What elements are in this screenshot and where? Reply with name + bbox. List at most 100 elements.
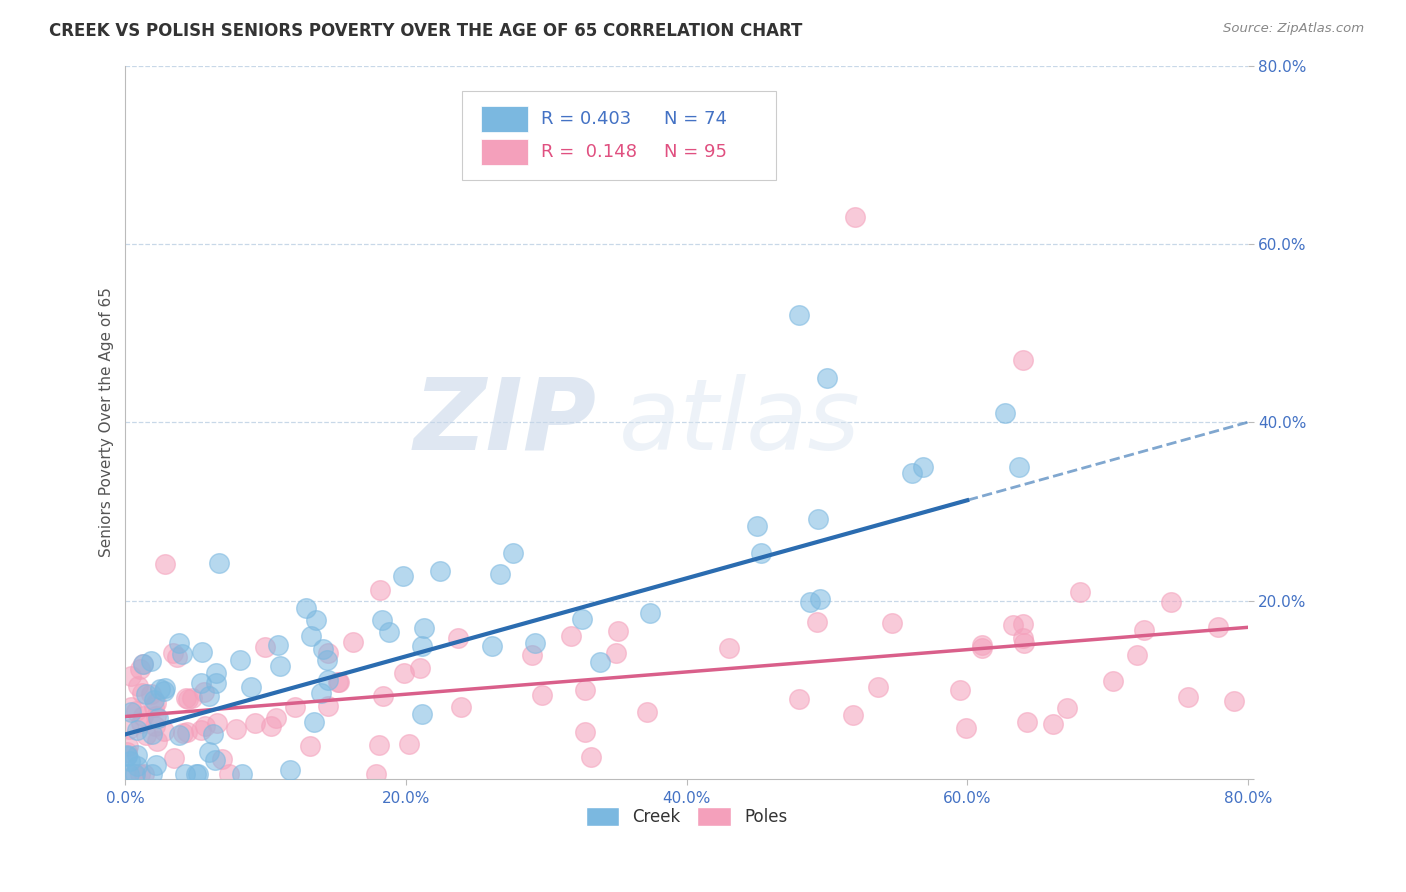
Point [143,719,166,733]
Point [328,674,350,689]
Point [866,681,889,695]
Point [411,706,433,721]
Point [198,745,221,759]
Point [145,758,167,772]
Point [208,556,231,570]
Point [225,722,247,736]
Point [299,739,322,754]
Point [267,638,290,652]
Point [1011,631,1033,645]
Point [636,705,658,719]
Point [1008,459,1031,474]
Point [177,692,200,706]
Point [373,689,395,703]
Point [972,639,994,653]
Point [605,646,627,660]
Point [450,699,472,714]
Point [239,680,262,694]
Point [125,705,148,719]
Point [167,728,190,742]
Point [229,653,252,667]
Point [1160,594,1182,608]
Point [523,636,546,650]
Point [153,723,176,738]
Point [842,708,865,723]
Point [302,714,325,729]
Point [299,629,322,643]
Point [1056,701,1078,715]
Point [949,683,972,698]
Point [328,675,350,690]
Point [162,646,184,660]
Point [129,716,152,731]
Point [1012,617,1035,632]
Point [560,629,582,643]
Point [970,641,993,656]
Point [218,767,240,781]
Point [132,657,155,671]
Text: ZIP: ZIP [413,374,596,471]
Point [530,688,553,702]
Point [181,690,204,705]
Text: CREEK VS POLISH SENIORS POVERTY OVER THE AGE OF 65 CORRELATION CHART: CREEK VS POLISH SENIORS POVERTY OVER THE… [49,22,803,40]
Point [198,690,221,704]
Point [368,583,391,598]
Point [202,727,225,741]
Point [311,686,333,700]
Point [134,767,156,781]
Point [1177,690,1199,704]
Point [174,767,197,781]
Point [190,675,212,690]
Point [153,681,176,695]
Point [522,648,544,662]
Point [295,601,318,615]
Point [745,519,768,533]
Point [807,511,830,525]
Point [364,767,387,781]
Point [146,733,169,747]
Point [243,715,266,730]
Point [367,738,389,752]
Point [391,569,413,583]
Point [193,685,215,699]
Point [911,460,934,475]
Point [316,699,339,714]
Point [799,595,821,609]
Point [579,750,602,764]
Point [371,613,394,627]
FancyBboxPatch shape [463,91,776,179]
Y-axis label: Seniors Poverty Over the Age of 65: Seniors Poverty Over the Age of 65 [100,287,114,558]
Point [143,700,166,714]
Text: N = 74: N = 74 [664,110,727,128]
Point [260,719,283,733]
Text: atlas: atlas [619,374,860,471]
Point [120,754,142,768]
Point [994,406,1017,420]
Point [231,767,253,781]
Point [571,612,593,626]
Point [118,722,141,736]
Point [153,683,176,698]
Point [135,687,157,701]
Point [269,659,291,673]
Point [125,747,148,762]
Point [489,566,512,581]
Point [413,621,436,635]
Point [122,767,145,781]
Point [139,687,162,701]
Point [1001,617,1024,632]
Point [1206,620,1229,634]
Point [120,669,142,683]
Point [146,711,169,725]
Point [638,607,661,621]
Point [204,665,226,680]
Point [125,723,148,738]
Point [749,546,772,560]
Point [124,767,146,781]
Point [1012,636,1035,650]
Point [574,682,596,697]
Point [190,723,212,738]
FancyBboxPatch shape [481,139,529,165]
Point [141,727,163,741]
Point [844,210,866,224]
